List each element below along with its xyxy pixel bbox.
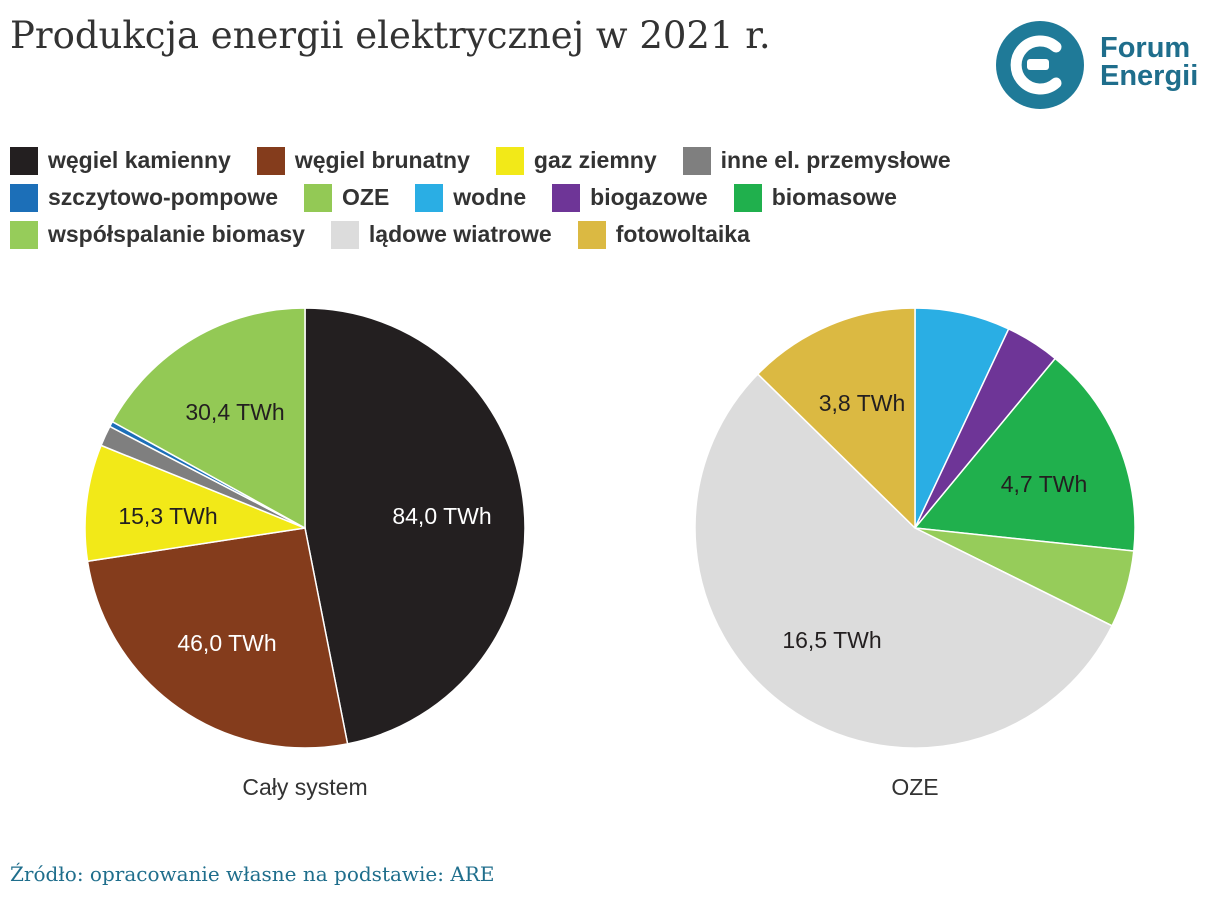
legend-swatch <box>682 146 711 175</box>
legend-item: szczytowo-pompowe <box>10 183 279 212</box>
legend-swatch <box>304 183 333 212</box>
legend-row: szczytowo-pompowe OZE wodne biogazowe biomas… <box>10 179 1210 216</box>
legend-swatch <box>577 220 606 249</box>
legend-item: fotowoltaika <box>577 220 750 249</box>
legend-item: OZE <box>304 183 390 212</box>
legend-swatch <box>330 220 359 249</box>
pie-slice <box>86 527 349 749</box>
legend-swatch <box>10 220 38 249</box>
pie-chart-2: 4,7 TWh 16,5 TWh 3,8 TWh OZE <box>694 307 1136 800</box>
slice-label: 46,0 TWh <box>177 630 276 656</box>
legend-label: OZE <box>342 184 390 210</box>
legend-item: wodne <box>415 183 527 212</box>
forum-energii-logo: Forum Energii <box>995 20 1215 110</box>
legend-swatch <box>733 183 762 212</box>
legend-swatch <box>495 146 524 175</box>
source-note: Źródło: opracowanie własne na podstawie:… <box>10 862 495 886</box>
legend-label: gaz ziemny <box>533 147 657 173</box>
legend-label: biogazowe <box>590 184 708 210</box>
legend-item: inne el. przemysłowe <box>682 146 951 175</box>
legend-swatch <box>10 146 38 175</box>
pie-slice <box>757 307 916 529</box>
legend-item: węgiel kamienny <box>10 146 231 175</box>
legend-label: biomasowe <box>771 184 897 210</box>
slice-label: 3,8 TWh <box>819 390 906 416</box>
legend-item: gaz ziemny <box>495 146 657 175</box>
logo-icon <box>996 21 1084 109</box>
legend-row: węgiel kamienny węgiel brunatny gaz ziemny… <box>10 142 1210 179</box>
slice-label: 4,7 TWh <box>1001 471 1088 497</box>
legend-swatch <box>256 146 285 175</box>
legend-label: lądowe wiatrowe <box>368 221 552 247</box>
chart-title: Produkcja energii elektrycznej w 2021 r. <box>10 14 771 57</box>
pie-chart-1: 84,0 TWh 46,0 TWh 15,3 TWh 30,4 TWh Cały sys… <box>84 307 526 800</box>
legend-label: współspalanie biomasy <box>48 221 305 247</box>
slice-label: 15,3 TWh <box>118 503 217 529</box>
legend-item: lądowe wiatrowe <box>330 220 552 249</box>
pie-caption: OZE <box>891 774 938 800</box>
legend: węgiel kamienny węgiel brunatny gaz ziemny… <box>10 142 1210 253</box>
legend-label: inne el. przemysłowe <box>720 147 951 173</box>
slice-label: 84,0 TWh <box>392 503 491 529</box>
legend-label: węgiel brunatny <box>294 147 470 173</box>
legend-swatch <box>10 183 38 212</box>
legend-label: fotowoltaika <box>615 221 750 247</box>
pie-slice <box>304 307 526 745</box>
pie-slice <box>111 307 306 529</box>
legend-item: biomasowe <box>733 183 897 212</box>
slice-label: 16,5 TWh <box>782 627 881 653</box>
slice-label: 30,4 TWh <box>185 399 284 425</box>
legend-item: współspalanie biomasy <box>10 220 305 249</box>
legend-label: szczytowo-pompowe <box>48 184 279 210</box>
legend-swatch <box>552 183 581 212</box>
legend-label: węgiel kamienny <box>48 147 231 173</box>
legend-item: biogazowe <box>552 183 708 212</box>
logo-line-1: Forum <box>1100 32 1191 64</box>
pie-slice <box>694 373 1113 749</box>
legend-row: współspalanie biomasy lądowe wiatrowe foto… <box>10 216 1210 253</box>
legend-swatch <box>415 183 444 212</box>
legend-item: węgiel brunatny <box>256 146 470 175</box>
legend-label: wodne <box>453 184 527 210</box>
pie-slice <box>914 357 1136 552</box>
pie-slice <box>84 444 306 563</box>
logo-line-2: Energii <box>1100 60 1199 92</box>
logo-text: Forum Energii <box>1100 32 1199 92</box>
pie-caption: Cały system <box>242 774 367 800</box>
